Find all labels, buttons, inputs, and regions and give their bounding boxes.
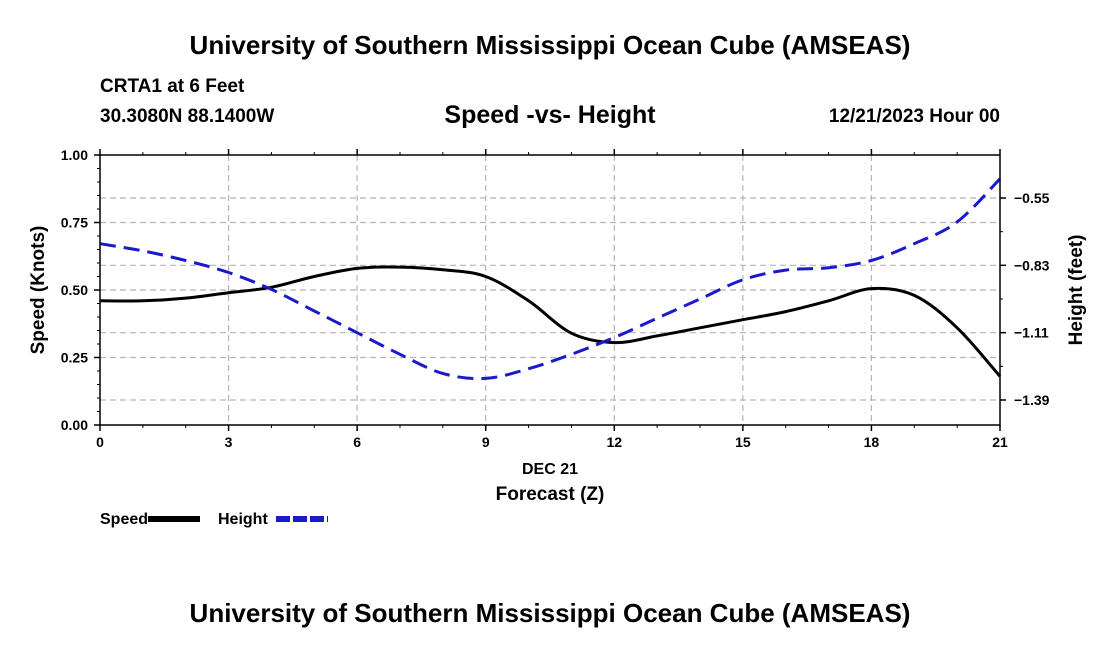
y-tick-label: 0.25 bbox=[61, 350, 88, 366]
y2-tick-label: −0.55 bbox=[1014, 190, 1050, 206]
y2-tick-label: −0.83 bbox=[1014, 257, 1050, 273]
y2-tick-label: −1.11 bbox=[1014, 325, 1049, 341]
y-tick-label: 0.50 bbox=[61, 282, 88, 298]
y-tick-label: 0.75 bbox=[61, 215, 88, 231]
chart-title: Speed -vs- Height bbox=[444, 101, 656, 129]
y-tick-label: 1.00 bbox=[61, 147, 88, 163]
y2-tick-label: −1.39 bbox=[1014, 392, 1050, 408]
x-tick-label: 12 bbox=[606, 434, 622, 450]
y2-axis-label: Height (feet) bbox=[1066, 235, 1087, 346]
x-axis-date-label: DEC 21 bbox=[522, 461, 578, 478]
x-tick-label: 0 bbox=[96, 434, 104, 450]
legend-label-speed: Speed bbox=[100, 511, 148, 528]
footer-title: University of Southern Mississippi Ocean… bbox=[189, 598, 911, 628]
coordinates-label: 30.3080N 88.1400W bbox=[100, 106, 275, 127]
station-label: CRTA1 at 6 Feet bbox=[100, 76, 245, 97]
plot-frame bbox=[99, 154, 1001, 426]
series-line-speed bbox=[99, 265, 1002, 378]
main-title: University of Southern Mississippi Ocean… bbox=[189, 30, 911, 60]
y-tick-label: 0.00 bbox=[61, 417, 88, 433]
series-line-height bbox=[99, 177, 1002, 381]
series-lines bbox=[99, 177, 1002, 381]
datetime-label: 12/21/2023 Hour 00 bbox=[828, 106, 1000, 127]
x-tick-label: 9 bbox=[482, 434, 490, 450]
x-tick-label: 18 bbox=[864, 434, 880, 450]
legend-label-height: Height bbox=[218, 511, 268, 528]
x-tick-label: 6 bbox=[353, 434, 361, 450]
x-tick-label: 21 bbox=[992, 434, 1008, 450]
x-axis-label: Forecast (Z) bbox=[496, 484, 605, 505]
x-tick-label: 3 bbox=[225, 434, 233, 450]
x-tick-label: 15 bbox=[735, 434, 751, 450]
legend: Speed Height bbox=[100, 511, 328, 528]
y-axis-label: Speed (Knots) bbox=[28, 226, 49, 355]
axis-labels: 0 3 6 9 12 15 18 21 0.00 0.25 0.50 0.75 1.00 −1.39 −1.… bbox=[28, 147, 1087, 505]
